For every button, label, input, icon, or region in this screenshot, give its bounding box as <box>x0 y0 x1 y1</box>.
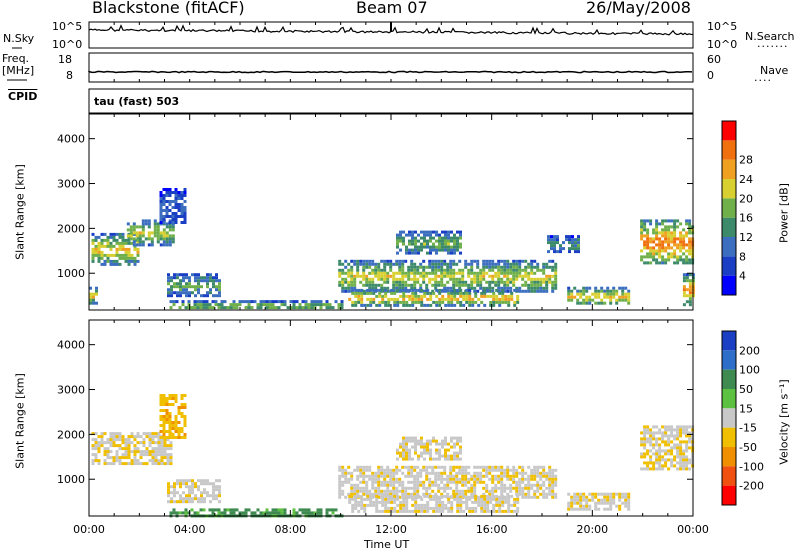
freq-tick-low: 8 <box>66 69 73 82</box>
beam-title: Beam 07 <box>356 0 428 17</box>
power-colorbar-swatch-8 <box>722 121 736 141</box>
velocity-region-0 <box>91 432 173 466</box>
velocity-colorbar-tick-3: 15 <box>739 402 753 415</box>
power-colorbar-swatch-2 <box>722 237 736 257</box>
velocity-colorbar-tick-5: -50 <box>739 441 757 454</box>
velocity-colorbar-swatch-1 <box>722 350 736 370</box>
power-colorbar-tick-6: 28 <box>739 154 753 167</box>
velocity-colorbar-swatch-5 <box>722 427 736 447</box>
power-region-10 <box>567 286 631 305</box>
power-region-0 <box>89 286 98 305</box>
velocity-region-7 <box>567 492 631 511</box>
cpid-panel-frame <box>88 88 694 114</box>
power-colorbar-tick-2: 12 <box>739 231 753 244</box>
power-region-2 <box>126 219 175 247</box>
nsky-label: N.Sky <box>3 32 35 45</box>
power-y-tick-label-1: 2000 <box>57 222 85 235</box>
velocity-colorbar-swatch-4 <box>722 408 736 428</box>
velocity-colorbar-tick-7: -200 <box>739 480 764 493</box>
freq-trace <box>88 70 693 74</box>
velocity-y-tick-label-1: 2000 <box>57 428 85 441</box>
station-title: Blackstone (fitACF) <box>92 0 245 17</box>
power-y-tick-label-3: 4000 <box>57 133 85 146</box>
velocity-colorbar-frame <box>721 330 737 506</box>
cpid-label: CPID <box>8 90 38 103</box>
power-region-9 <box>547 235 580 254</box>
freq-label: Freq. <box>2 52 30 65</box>
nave-line-icon: ···· <box>754 74 772 87</box>
power-colorbar-swatch-1 <box>722 256 736 276</box>
nsearch-tick-high: 10^5 <box>707 20 738 33</box>
nsearch-line-icon: ······· <box>757 40 789 53</box>
date-title: 26/May/2008 <box>586 0 691 17</box>
nsearch-tick-low: 10^0 <box>707 38 738 51</box>
nave-tick-high: 60 <box>707 53 721 66</box>
x-tick-label-1: 04:00 <box>174 523 206 536</box>
power-colorbar-frame <box>721 120 737 296</box>
power-colorbar-swatch-6 <box>722 159 736 179</box>
velocity-region-2 <box>167 479 221 504</box>
cpid-value: tau (fast) 503 <box>94 95 180 108</box>
velocity-colorbar-swatch-8 <box>722 485 736 505</box>
nave-label: Nave <box>760 64 789 77</box>
power-region-7 <box>348 288 520 307</box>
power-colorbar-tick-5: 24 <box>739 173 753 186</box>
power-colorbar-swatch-0 <box>722 275 736 295</box>
freq-unit: [MHz] <box>2 64 35 77</box>
x-tick-label-3: 12:00 <box>375 523 407 536</box>
power-region-4 <box>167 273 221 298</box>
velocity-colorbar-tick-4: -15 <box>739 422 757 435</box>
velocity-colorbar-swatch-0 <box>722 331 736 351</box>
velocity-colorbar-tick-0: 200 <box>739 344 760 357</box>
power-colorbar-tick-4: 20 <box>739 192 753 205</box>
power-colorbar-swatch-4 <box>722 198 736 218</box>
velocity-colorbar-swatch-3 <box>722 389 736 409</box>
velocity-colorbar-tick-1: 100 <box>739 364 760 377</box>
x-tick-label-2: 08:00 <box>274 523 306 536</box>
x-tick-label-4: 16:00 <box>476 523 508 536</box>
velocity-region-4 <box>338 465 558 499</box>
power-region-5 <box>169 300 344 310</box>
power-colorbar-tick-3: 16 <box>739 212 753 225</box>
power-region-3 <box>159 188 187 224</box>
velocity-colorbar-tick-2: 50 <box>739 383 753 396</box>
power-y-tick-label-2: 3000 <box>57 178 85 191</box>
power-y-tick-label-0: 1000 <box>57 267 85 280</box>
freq-tick-high: 18 <box>58 53 72 66</box>
power-colorbar-swatch-7 <box>722 140 736 160</box>
nave-tick-low: 0 <box>707 69 714 82</box>
velocity-colorbar-swatch-2 <box>722 369 736 389</box>
velocity-colorbar-swatch-6 <box>722 447 736 467</box>
x-axis-title: Time UT <box>364 538 410 551</box>
velocity-region-1 <box>159 394 187 439</box>
power-region-8 <box>396 230 462 255</box>
x-tick-label-5: 20:00 <box>576 523 608 536</box>
nsearch-label: N.Search <box>745 30 795 43</box>
power-colorbar-tick-0: 4 <box>739 270 746 283</box>
freq-panel-frame <box>88 52 694 83</box>
velocity-colorbar-swatch-7 <box>722 466 736 486</box>
nsky-tick-low: 10^0 <box>52 38 83 51</box>
velocity-region-6 <box>396 436 462 461</box>
velocity-y-tick-label-0: 1000 <box>57 473 85 486</box>
x-tick-label-6: 00:00 <box>677 523 709 536</box>
power-colorbar-swatch-3 <box>722 217 736 237</box>
power-region-1 <box>91 232 140 266</box>
x-tick-label-0: 00:00 <box>73 523 105 536</box>
velocity-y-tick-label-2: 3000 <box>57 384 85 397</box>
nsky-tick-high: 10^5 <box>52 20 83 33</box>
velocity-region-5 <box>348 494 520 513</box>
power-colorbar-tick-1: 8 <box>739 250 746 263</box>
velocity-colorbar-tick-6: -100 <box>739 460 764 473</box>
velocity-y-tick-label-3: 4000 <box>57 339 85 352</box>
power-colorbar-swatch-5 <box>722 179 736 199</box>
